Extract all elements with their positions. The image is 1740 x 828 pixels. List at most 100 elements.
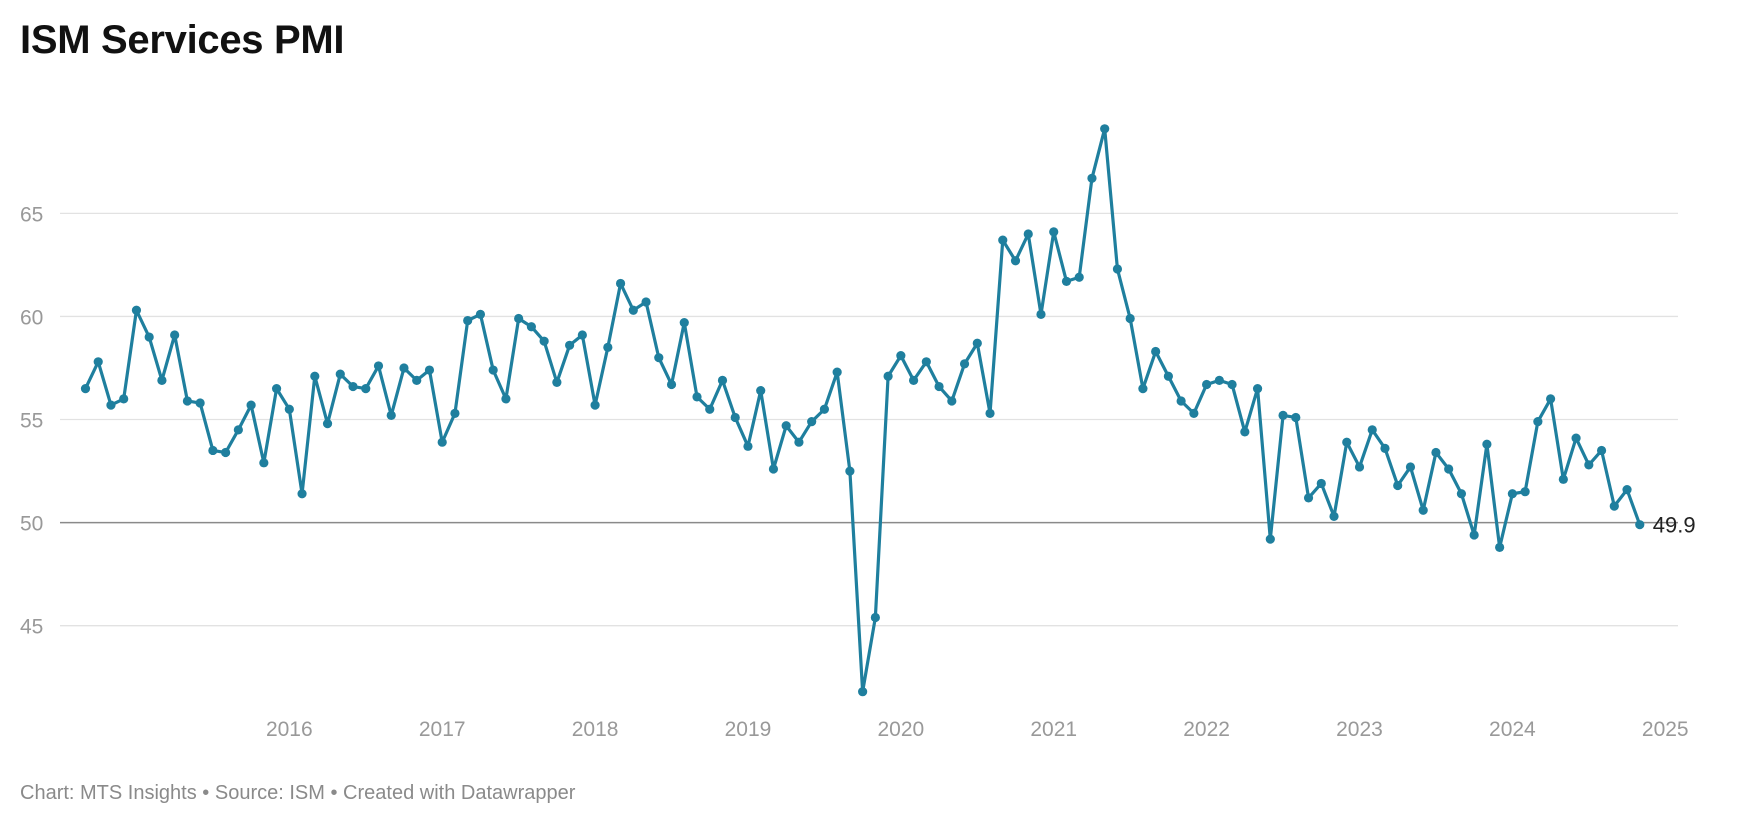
- data-point: [1380, 443, 1390, 453]
- data-point: [1151, 346, 1161, 357]
- data-point: [1036, 309, 1046, 319]
- data-point: [437, 437, 447, 447]
- data-point: [1367, 425, 1377, 435]
- x-tick-label: 2019: [725, 718, 772, 741]
- x-tick-label: 2021: [1030, 718, 1077, 741]
- data-point: [1622, 485, 1632, 495]
- data-point: [233, 425, 243, 435]
- data-point: [577, 330, 587, 340]
- data-point: [1227, 379, 1237, 390]
- footer-credit: Chart: MTS Insights: [20, 782, 197, 804]
- data-point: [119, 394, 129, 404]
- data-point: [985, 408, 995, 418]
- data-point: [1061, 276, 1072, 286]
- data-point: [908, 375, 919, 385]
- data-point: [93, 357, 103, 367]
- data-point: [373, 361, 384, 371]
- data-point: [590, 400, 600, 410]
- data-series: [80, 124, 1645, 697]
- data-point: [1393, 480, 1403, 491]
- data-point: [1418, 505, 1428, 515]
- data-point: [1265, 534, 1275, 544]
- data-point: [526, 322, 536, 332]
- data-point: [756, 386, 766, 396]
- data-point: [514, 313, 524, 324]
- x-tick-label: 2020: [877, 718, 924, 741]
- data-point: [1010, 256, 1021, 266]
- data-point: [883, 371, 893, 381]
- data-point: [1507, 489, 1517, 499]
- data-point: [1214, 375, 1224, 385]
- data-point: [221, 447, 231, 458]
- data-point: [501, 394, 511, 404]
- x-tick-label: 2018: [572, 718, 619, 741]
- data-point: [1049, 227, 1059, 237]
- y-tick-label: 60: [20, 306, 43, 329]
- data-point: [959, 359, 970, 369]
- data-point: [705, 404, 715, 414]
- y-tick-label: 55: [20, 410, 43, 433]
- data-point: [475, 309, 486, 319]
- data-point: [144, 332, 154, 342]
- data-point: [1456, 489, 1467, 499]
- y-tick-label: 50: [20, 513, 43, 536]
- data-point: [1596, 445, 1607, 456]
- data-point: [1316, 478, 1326, 489]
- data-point: [603, 342, 613, 352]
- y-tick-label: 45: [20, 616, 43, 639]
- data-point: [539, 336, 549, 346]
- data-point: [832, 367, 842, 377]
- data-point: [768, 464, 779, 474]
- data-point: [1278, 410, 1288, 420]
- data-point: [1405, 462, 1416, 472]
- data-labels: 49.9: [1653, 513, 1696, 538]
- data-point: [1303, 493, 1314, 503]
- data-point: [1482, 439, 1492, 449]
- x-axis: 2016 2017 2018 2019 2020 2021 2022 2023 2024 2025: [266, 718, 1689, 741]
- data-point: [1329, 511, 1339, 522]
- data-point: [284, 404, 294, 414]
- data-point: [1431, 447, 1441, 458]
- data-point: [565, 340, 575, 350]
- data-point: [1635, 520, 1645, 530]
- data-point: [641, 297, 651, 307]
- data-point: [1112, 264, 1123, 274]
- data-point: [1202, 379, 1212, 390]
- data-point: [615, 278, 626, 289]
- data-point: [1342, 437, 1352, 447]
- data-point: [1495, 542, 1505, 552]
- data-point: [628, 305, 638, 315]
- data-point: [361, 384, 371, 394]
- data-point: [1240, 427, 1250, 437]
- data-point: [1163, 371, 1173, 381]
- footer-tool: Created with Datawrapper: [343, 782, 576, 804]
- data-point: [195, 398, 205, 408]
- data-point: [1444, 464, 1454, 474]
- data-point: [781, 421, 791, 431]
- data-point: [259, 458, 269, 468]
- data-point: [131, 305, 142, 315]
- footer-separator: •: [330, 782, 338, 804]
- data-point: [1074, 272, 1084, 282]
- data-point: [208, 445, 218, 456]
- data-point: [182, 396, 192, 406]
- data-point: [1252, 384, 1263, 394]
- x-tick-label: 2024: [1489, 718, 1536, 741]
- data-point: [1533, 416, 1543, 427]
- data-point: [730, 412, 740, 423]
- data-point: [1023, 229, 1033, 239]
- data-point: [998, 235, 1008, 245]
- data-point: [1609, 501, 1619, 511]
- data-point: [1520, 487, 1530, 497]
- data-point: [896, 351, 906, 361]
- data-point: [743, 441, 753, 451]
- data-point: [794, 437, 804, 447]
- data-point: [157, 375, 167, 385]
- data-point: [399, 363, 409, 373]
- data-point: [807, 416, 817, 427]
- data-point: [1469, 530, 1479, 540]
- data-point: [106, 400, 116, 410]
- data-point: [386, 410, 396, 420]
- data-point: [921, 357, 931, 367]
- footer-source: Source: ISM: [214, 782, 325, 804]
